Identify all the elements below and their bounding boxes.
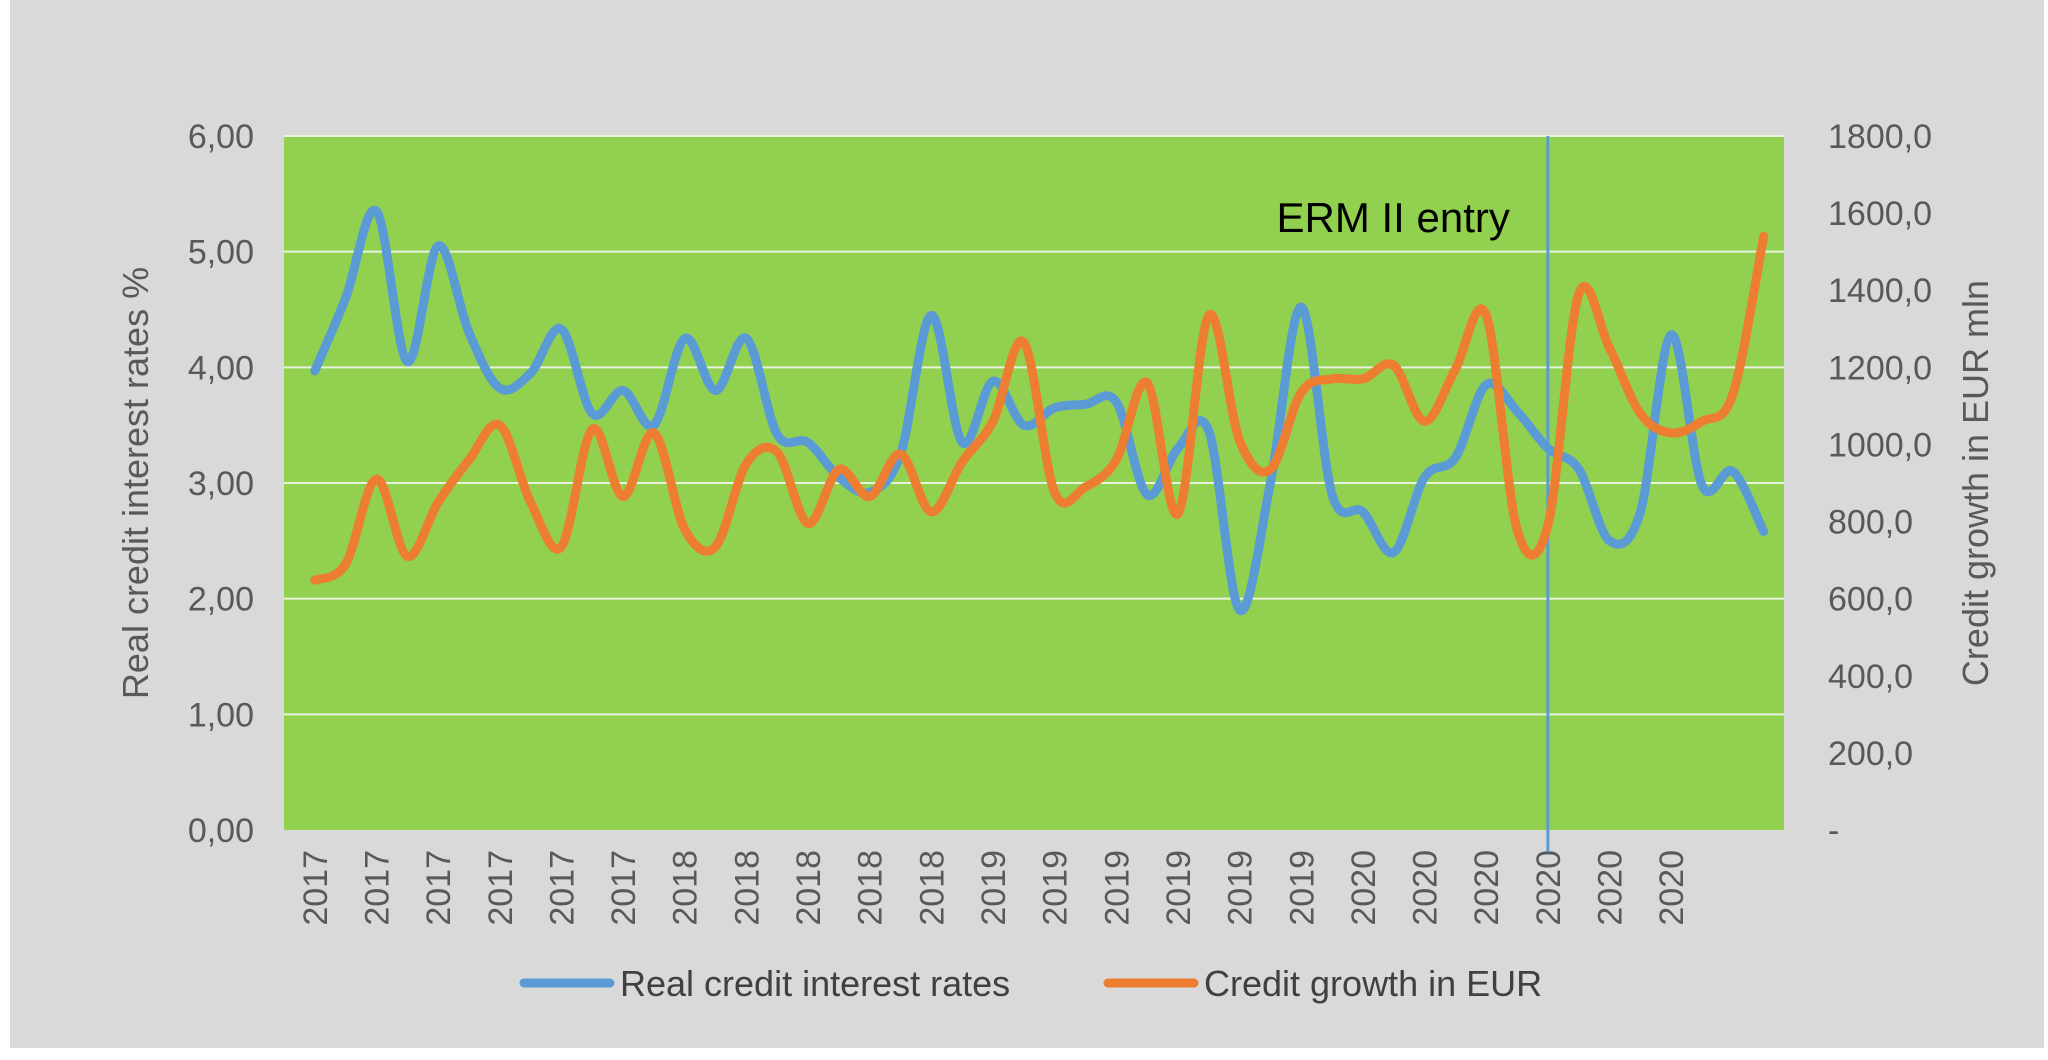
x-tick-label: 2020 <box>1468 850 1506 926</box>
x-tick-label: 2017 <box>605 850 643 926</box>
y-right-tick-label: 1600,0 <box>1828 195 1932 233</box>
x-tick-label: 2020 <box>1592 850 1630 926</box>
y-right-tick-label: 600,0 <box>1828 581 1913 619</box>
series-line-interest-rates <box>310 205 1769 616</box>
right-axis-ticks: - 200,0 400,0 600,0 800,0 1000,0 1200,0 1400,0 1… <box>1828 118 1932 850</box>
y-left-tick-label: 2,00 <box>188 581 254 619</box>
y-left-tick-label: 1,00 <box>188 696 254 734</box>
y-left-tick-label: 6,00 <box>188 118 254 156</box>
y-right-axis-title: Credit growth in EUR mln <box>1955 280 1996 686</box>
x-tick-label: 2020 <box>1653 850 1691 926</box>
legend-label-interest-rates: Real credit interest rates <box>620 963 1010 1004</box>
x-tick-label: 2020 <box>1345 850 1383 926</box>
legend: Real credit interest rates Credit growth… <box>519 963 1542 1004</box>
x-tick-label: 2018 <box>852 850 890 926</box>
x-tick-label: 2019 <box>1222 850 1260 926</box>
x-tick-label: 2020 <box>1530 850 1568 926</box>
y-right-tick-label: 200,0 <box>1828 735 1913 773</box>
x-tick-label: 2019 <box>1037 850 1075 926</box>
y-right-tick-label: 400,0 <box>1828 658 1913 696</box>
erm-entry-annotation: ERM II entry <box>1276 194 1509 241</box>
chart-svg: 0,00 1,00 2,00 3,00 4,00 5,00 6,00 - 200,0 400,0… <box>115 118 1996 1004</box>
y-right-tick-label: 800,0 <box>1828 504 1913 542</box>
left-axis-ticks: 0,00 1,00 2,00 3,00 4,00 5,00 6,00 <box>188 118 254 850</box>
x-tick-label: 2018 <box>728 850 766 926</box>
y-right-tick-label: 1400,0 <box>1828 272 1932 310</box>
x-tick-label: 2018 <box>913 850 951 926</box>
y-left-tick-label: 4,00 <box>188 349 254 387</box>
y-left-axis-title: Real credit interest rates % <box>115 267 156 699</box>
x-tick-label: 2018 <box>667 850 705 926</box>
x-tick-label: 2019 <box>975 850 1013 926</box>
series-line-credit-growth <box>310 231 1769 585</box>
y-right-tick-label: 1000,0 <box>1828 426 1932 464</box>
y-left-tick-label: 3,00 <box>188 465 254 503</box>
y-right-tick-label: 1200,0 <box>1828 349 1932 387</box>
x-tick-label: 2019 <box>1098 850 1136 926</box>
y-left-tick-label: 5,00 <box>188 234 254 272</box>
y-right-tick-label: 1800,0 <box>1828 118 1932 156</box>
x-tick-label: 2017 <box>420 850 458 926</box>
x-tick-label: 2017 <box>543 850 581 926</box>
x-tick-label: 2017 <box>482 850 520 926</box>
x-tick-label: 2019 <box>1160 850 1198 926</box>
x-tick-label: 2018 <box>790 850 828 926</box>
chart-container: 0,00 1,00 2,00 3,00 4,00 5,00 6,00 - 200,0 400,0… <box>10 0 2044 1048</box>
x-tick-label: 2020 <box>1407 850 1445 926</box>
x-axis-ticks: 2017 2017 2017 2017 2017 2017 2018 2018 2018 2018… <box>297 850 1691 926</box>
x-tick-label: 2019 <box>1283 850 1321 926</box>
y-left-tick-label: 0,00 <box>188 812 254 850</box>
x-tick-label: 2017 <box>297 850 335 926</box>
annotation-layer: ERM II entry <box>1276 136 1550 852</box>
x-tick-label: 2017 <box>358 850 396 926</box>
y-right-tick-label: - <box>1828 812 1839 850</box>
series-layer <box>310 205 1769 616</box>
legend-label-credit-growth: Credit growth in EUR <box>1204 963 1542 1004</box>
